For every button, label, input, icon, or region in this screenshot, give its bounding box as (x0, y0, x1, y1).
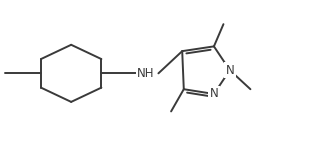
Text: N: N (210, 87, 218, 100)
Text: N: N (225, 64, 234, 77)
Text: NH: NH (137, 67, 155, 80)
